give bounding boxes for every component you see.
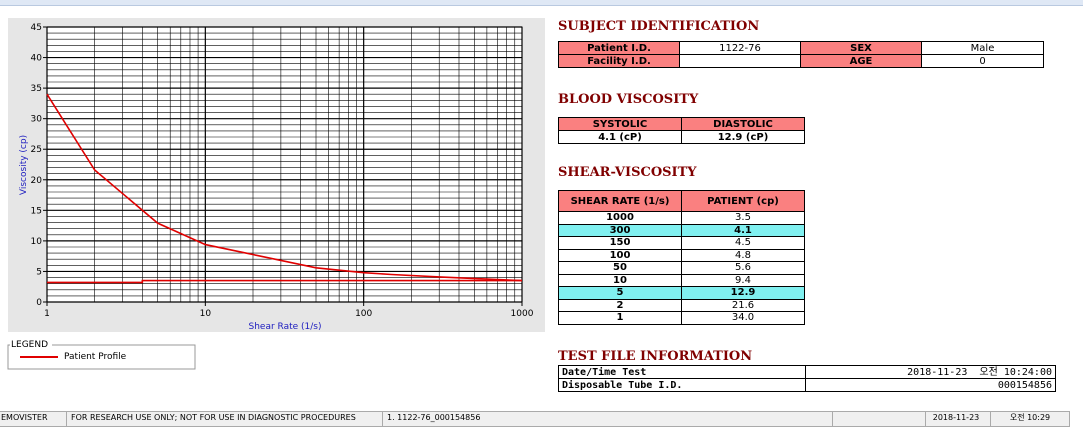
status-cell: FOR RESEARCH USE ONLY; NOT FOR USE IN DI…: [66, 411, 390, 427]
y-tick-label: 40: [31, 54, 43, 64]
cell: 1122-76: [679, 41, 801, 55]
cell: 1000: [558, 211, 682, 225]
y-axis-label: Viscosity (cp): [19, 135, 29, 195]
section-title: BLOOD VISCOSITY: [558, 92, 699, 107]
y-tick-label: 10: [31, 237, 43, 247]
cell: 21.6: [681, 298, 805, 312]
plot-area: [46, 26, 523, 303]
cell: Patient I.D.: [558, 41, 680, 55]
series-line: [47, 279, 522, 284]
cell: 3.5: [681, 211, 805, 225]
x-axis-label: Shear Rate (1/s): [249, 322, 322, 332]
y-tick-label: 0: [36, 298, 42, 308]
cell: 4.1 (cP): [558, 130, 682, 144]
row: 50 5.6: [558, 261, 805, 275]
y-tick-label: 45: [31, 23, 42, 33]
cell: 5: [558, 286, 682, 300]
x-tick-label: 1000: [511, 309, 534, 319]
cell: SEX: [800, 41, 922, 55]
section-title: SHEAR-VISCOSITY: [558, 165, 697, 180]
subject-table: Patient I.D. 1122-76 SEX Male Facility I.D.…: [558, 41, 1044, 68]
y-tick-label: 5: [36, 267, 42, 277]
cell: [679, 54, 801, 68]
cell: SYSTOLIC: [558, 117, 682, 131]
y-tick-label: 25: [31, 145, 42, 155]
x-tick-label: 10: [200, 309, 212, 319]
cell: Date/Time Test: [558, 365, 806, 379]
cell: 4.1: [681, 223, 805, 237]
y-tick-label: 35: [31, 84, 42, 94]
cell: 2018-11-23 오전 10:24:00: [805, 365, 1056, 379]
row: 1000 3.5: [558, 211, 805, 225]
cell: Disposable Tube I.D.: [558, 378, 806, 392]
y-tick-label: 30: [31, 115, 43, 125]
chart: Shear Rate (1/s) Viscosity (cp) LEGEND P…: [7, 18, 545, 370]
row: 2 21.6: [558, 298, 805, 312]
cell: DIASTOLIC: [681, 117, 805, 131]
cell: 300: [558, 223, 682, 237]
cell: Male: [921, 41, 1044, 55]
cell: 0: [921, 54, 1044, 68]
x-tick-label: 100: [355, 309, 372, 319]
status-cell: 1. 1122-76_000154856: [382, 411, 840, 427]
legend-title: LEGEND: [11, 340, 48, 350]
status-cell: [832, 411, 926, 427]
status-cell: 2018-11-23: [920, 411, 992, 427]
shear-table: SHEAR RATE (1/s) PATIENT (cp) 1000 3.5 300 4…: [558, 190, 805, 325]
section-title: TEST FILE INFORMATION: [558, 349, 753, 364]
row: 150 4.5: [558, 236, 805, 250]
legend-title-bg: [10, 339, 52, 349]
cell: 000154856: [805, 378, 1056, 392]
test-file-table: Date/Time Test 2018-11-23 오전 10:24:00 Disp…: [558, 365, 1056, 392]
y-tick-label: 15: [31, 206, 42, 216]
row: 100 4.8: [558, 248, 805, 262]
row: 5 12.9: [558, 286, 805, 300]
blood-table: SYSTOLIC DIASTOLIC 4.1 (cP) 12.9 (cP): [558, 117, 805, 144]
row: Date/Time Test 2018-11-23 오전 10:24:00: [558, 365, 1056, 379]
cell: 34.0: [681, 311, 805, 325]
row: 10 9.4: [558, 273, 805, 287]
status-cell: 오전 10:29: [990, 411, 1070, 427]
cell: 12.9: [681, 286, 805, 300]
legend-label[interactable]: Patient Profile: [64, 352, 127, 362]
cell: 12.9 (cP): [681, 130, 805, 144]
top-bar: [0, 0, 1083, 6]
cell: AGE: [800, 54, 922, 68]
x-tick-label: 1: [44, 309, 50, 319]
cell: 4.8: [681, 248, 805, 262]
cell: 10: [558, 273, 682, 287]
section-title: SUBJECT IDENTIFICATION: [558, 19, 760, 34]
cell: 100: [558, 248, 682, 262]
cell: 150: [558, 236, 682, 250]
cell: Facility I.D.: [558, 54, 680, 68]
cell: 4.5: [681, 236, 805, 250]
cell: 50: [558, 261, 682, 275]
series-line: [46, 93, 523, 282]
cell: SHEAR RATE (1/s): [558, 190, 682, 212]
y-tick-label: 20: [31, 176, 43, 186]
cell: PATIENT (cp): [681, 190, 805, 212]
cell: 2: [558, 298, 682, 312]
cell: 5.6: [681, 261, 805, 275]
row: Disposable Tube I.D. 000154856: [558, 378, 1056, 392]
cell: 9.4: [681, 273, 805, 287]
cell: 1: [558, 311, 682, 325]
status-cell: EMOVISTER: [0, 411, 72, 427]
row: 1 34.0: [558, 311, 805, 325]
row: 300 4.1: [558, 223, 805, 237]
